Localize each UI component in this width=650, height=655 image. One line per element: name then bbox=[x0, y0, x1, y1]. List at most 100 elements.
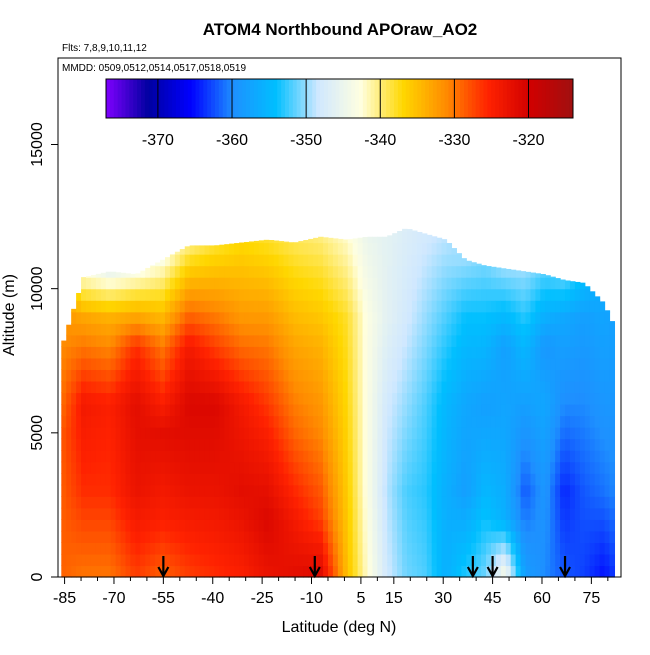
heatmap-cell bbox=[145, 484, 151, 497]
heatmap-cell bbox=[179, 461, 186, 474]
heatmap-cell bbox=[451, 519, 457, 532]
heatmap-cell bbox=[411, 369, 418, 382]
heatmap-cell bbox=[76, 507, 82, 520]
heatmap-cell bbox=[446, 519, 453, 532]
heatmap-cell bbox=[332, 530, 339, 543]
heatmap-cell bbox=[525, 438, 532, 451]
heatmap-cell bbox=[510, 346, 517, 359]
heatmap-cell bbox=[332, 484, 339, 497]
heatmap-cell bbox=[426, 369, 433, 382]
heatmap-cell bbox=[604, 484, 611, 497]
heatmap-cell bbox=[110, 484, 117, 497]
heatmap-cell bbox=[550, 311, 556, 324]
heatmap-cell bbox=[288, 565, 295, 578]
heatmap-cell bbox=[486, 334, 492, 347]
heatmap-cell bbox=[545, 530, 551, 543]
heatmap-cell bbox=[416, 265, 423, 278]
heatmap-cell bbox=[357, 427, 364, 440]
heatmap-cell bbox=[436, 484, 443, 497]
heatmap-cell bbox=[71, 473, 77, 486]
heatmap-cell bbox=[323, 288, 329, 301]
heatmap-cell bbox=[189, 519, 196, 532]
heatmap-cell bbox=[377, 427, 383, 440]
heatmap-cell bbox=[115, 288, 122, 301]
heatmap-cell bbox=[421, 311, 428, 324]
heatmap-cell bbox=[81, 484, 87, 497]
heatmap-cell bbox=[579, 404, 586, 417]
heatmap-cell bbox=[239, 288, 245, 301]
heatmap-cell bbox=[604, 310, 611, 313]
heatmap-cell bbox=[565, 427, 571, 440]
heatmap-cell bbox=[436, 334, 443, 347]
heatmap-cell bbox=[318, 438, 324, 451]
heatmap-cell bbox=[288, 254, 295, 267]
colorbar-segment bbox=[137, 79, 142, 118]
heatmap-cell bbox=[372, 530, 378, 543]
heatmap-cell bbox=[234, 288, 240, 301]
heatmap-cell bbox=[367, 519, 374, 532]
heatmap-cell bbox=[347, 542, 354, 555]
heatmap-cell bbox=[61, 496, 67, 509]
heatmap-cell bbox=[145, 519, 151, 532]
heatmap-cell bbox=[421, 254, 428, 267]
heatmap-cell bbox=[520, 357, 527, 370]
heatmap-cell bbox=[579, 323, 586, 336]
heatmap-cell bbox=[244, 553, 250, 567]
colorbar-tick-label: -360 bbox=[216, 132, 248, 149]
heatmap-cell bbox=[609, 346, 616, 359]
heatmap-cell bbox=[313, 553, 319, 567]
heatmap-cell bbox=[372, 334, 378, 347]
heatmap-cell bbox=[416, 450, 423, 463]
heatmap-cell bbox=[377, 392, 383, 405]
heatmap-cell bbox=[584, 286, 591, 290]
heatmap-cell bbox=[313, 542, 319, 555]
heatmap-cell bbox=[530, 277, 536, 290]
heatmap-cell bbox=[318, 288, 324, 301]
heatmap-cell bbox=[436, 427, 443, 440]
heatmap-cell bbox=[560, 473, 566, 486]
heatmap-cell bbox=[308, 369, 314, 382]
heatmap-cell bbox=[189, 450, 196, 463]
heatmap-cell bbox=[382, 565, 388, 578]
heatmap-cell bbox=[288, 542, 295, 555]
heatmap-cell bbox=[66, 369, 72, 382]
colorbar-segment bbox=[191, 79, 197, 118]
heatmap-cell bbox=[288, 450, 295, 463]
heatmap-cell bbox=[342, 311, 349, 324]
heatmap-cell bbox=[337, 461, 344, 474]
heatmap-cell bbox=[550, 346, 556, 359]
heatmap-cell bbox=[505, 369, 512, 382]
heatmap-cell bbox=[431, 461, 438, 474]
heatmap-cell bbox=[397, 473, 403, 486]
heatmap-cell bbox=[411, 461, 418, 474]
heatmap-cell bbox=[372, 415, 378, 428]
heatmap-cell bbox=[248, 530, 255, 543]
heatmap-cell bbox=[298, 553, 304, 567]
heatmap-cell bbox=[466, 300, 472, 313]
heatmap-cell bbox=[160, 484, 166, 497]
heatmap-cell bbox=[397, 519, 403, 532]
heatmap-cell bbox=[81, 288, 87, 301]
heatmap-cell bbox=[258, 553, 265, 567]
heatmap-cell bbox=[214, 530, 220, 543]
heatmap-cell bbox=[253, 265, 260, 278]
heatmap-cell bbox=[85, 380, 92, 394]
heatmap-cell bbox=[194, 427, 201, 440]
heatmap-cell bbox=[95, 519, 102, 532]
heatmap-cell bbox=[495, 519, 502, 532]
heatmap-cell bbox=[313, 288, 319, 301]
heatmap-cell bbox=[540, 450, 546, 463]
heatmap-cell bbox=[318, 404, 324, 417]
heatmap-cell bbox=[505, 357, 512, 370]
heatmap-cell bbox=[446, 530, 453, 543]
heatmap-cell bbox=[392, 484, 398, 497]
heatmap-cell bbox=[268, 277, 275, 290]
heatmap-cell bbox=[95, 277, 102, 290]
heatmap-cell bbox=[263, 242, 270, 255]
heatmap-cell bbox=[609, 369, 616, 382]
heatmap-cell bbox=[569, 415, 576, 428]
heatmap-cell bbox=[318, 392, 324, 405]
heatmap-cell bbox=[402, 380, 408, 394]
heatmap-cell bbox=[599, 415, 606, 428]
heatmap-cell bbox=[165, 542, 171, 555]
